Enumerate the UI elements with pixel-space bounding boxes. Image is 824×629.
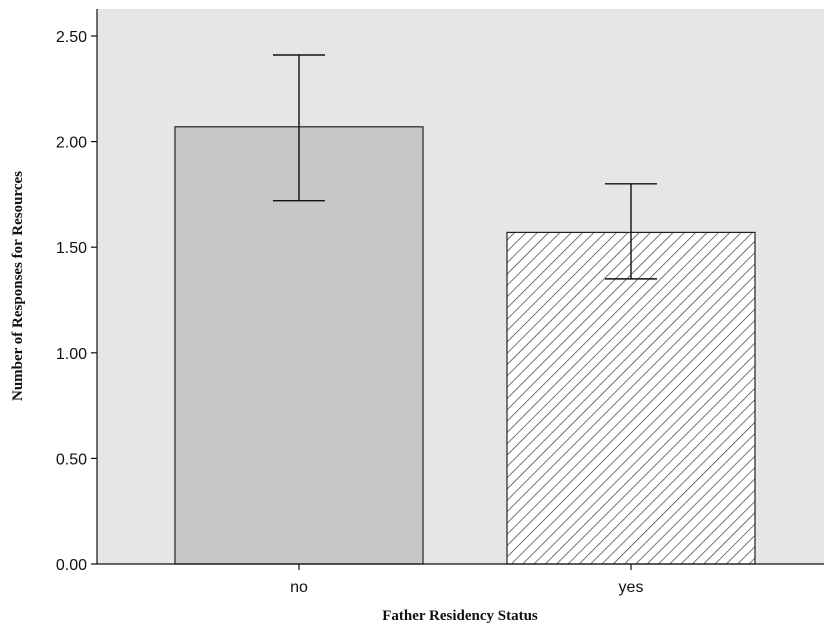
y-ticks-group: 0.00 0.50 1.00 1.50 2.00 2.50 xyxy=(56,29,97,574)
y-tick-label: 2.50 xyxy=(56,29,87,46)
y-axis-title: Number of Responses for Resources xyxy=(10,171,26,401)
x-ticks-group: no yes xyxy=(290,564,643,596)
error-bars-group xyxy=(273,54,657,280)
x-tick-label: yes xyxy=(619,579,644,596)
x-tick-label: no xyxy=(290,579,308,596)
y-tick-label: 0.50 xyxy=(56,451,87,468)
y-tick-label: 1.00 xyxy=(56,346,87,363)
x-axis-title: Father Residency Status xyxy=(382,608,538,624)
y-tick-label: 2.00 xyxy=(56,135,87,152)
y-tick-label: 0.00 xyxy=(56,557,87,574)
y-tick-label: 1.50 xyxy=(56,240,87,257)
bar-yes xyxy=(506,231,756,565)
